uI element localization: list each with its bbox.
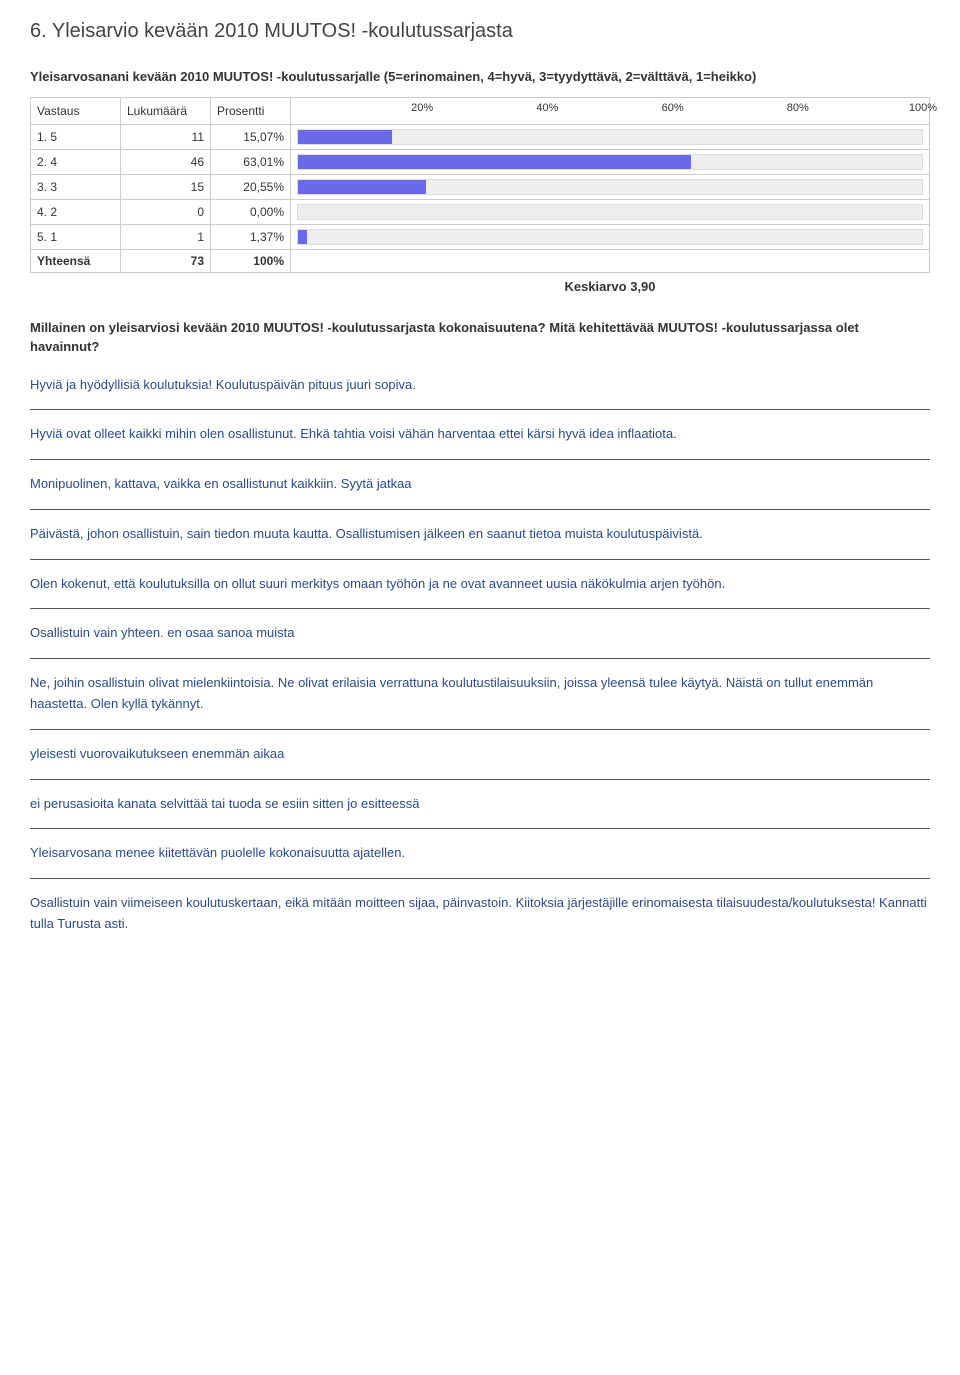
total-row: Yhteensä 73 100% — [31, 249, 930, 272]
axis-tick: 100% — [909, 102, 937, 114]
row-bar-cell — [291, 149, 930, 174]
bar-fill — [298, 155, 691, 169]
row-label: 2. 4 — [31, 149, 121, 174]
row-pct: 63,01% — [211, 149, 291, 174]
total-bar-cell — [291, 249, 930, 272]
row-pct: 0,00% — [211, 199, 291, 224]
row-label: 3. 3 — [31, 174, 121, 199]
row-count: 1 — [121, 224, 211, 249]
total-pct: 100% — [211, 249, 291, 272]
bar-fill — [298, 230, 307, 244]
axis-tick: 20% — [411, 102, 433, 114]
table-header-row: Vastaus Lukumäärä Prosentti 20% 40% 60% 80%… — [31, 97, 930, 124]
response-text: ei perusasioita kanata selvittää tai tuo… — [30, 794, 930, 830]
open-question: Millainen on yleisarviosi kevään 2010 MU… — [30, 318, 930, 357]
col-header-prosentti: Prosentti — [211, 97, 291, 124]
bar-track — [297, 229, 923, 245]
col-header-vastaus: Vastaus — [31, 97, 121, 124]
table-row: 1. 51115,07% — [31, 124, 930, 149]
row-pct: 1,37% — [211, 224, 291, 249]
row-label: 4. 2 — [31, 199, 121, 224]
axis-tick: 60% — [662, 102, 684, 114]
row-bar-cell — [291, 124, 930, 149]
response-text: yleisesti vuorovaikutukseen enemmän aika… — [30, 744, 930, 780]
table-row: 5. 111,37% — [31, 224, 930, 249]
axis-cell: 20%40%60%80%100% — [291, 97, 930, 124]
table-row: 2. 44663,01% — [31, 149, 930, 174]
response-text: Ne, joihin osallistuin olivat mielenkiin… — [30, 673, 930, 730]
total-count: 73 — [121, 249, 211, 272]
row-count: 15 — [121, 174, 211, 199]
row-bar-cell — [291, 174, 930, 199]
row-pct: 15,07% — [211, 124, 291, 149]
bar-track — [297, 129, 923, 145]
bar-track — [297, 154, 923, 170]
response-text: Olen kokenut, että koulutuksilla on ollu… — [30, 574, 930, 610]
row-count: 11 — [121, 124, 211, 149]
row-pct: 20,55% — [211, 174, 291, 199]
bar-track — [297, 204, 923, 220]
average-label: Keskiarvo 3,90 — [290, 279, 930, 294]
page-title: 6. Yleisarvio kevään 2010 MUUTOS! -koulu… — [30, 20, 930, 43]
bar-track — [297, 179, 923, 195]
response-text: Päivästä, johon osallistuin, sain tiedon… — [30, 524, 930, 560]
response-text: Monipuolinen, kattava, vaikka en osallis… — [30, 474, 930, 510]
axis-tick: 80% — [787, 102, 809, 114]
bar-fill — [298, 130, 392, 144]
row-count: 0 — [121, 199, 211, 224]
axis-tick: 40% — [536, 102, 558, 114]
response-text: Osallistuin vain viimeiseen koulutuskert… — [30, 893, 930, 949]
row-label: 1. 5 — [31, 124, 121, 149]
chart-subtitle: Yleisarvosanani kevään 2010 MUUTOS! -kou… — [30, 67, 930, 87]
results-table: Vastaus Lukumäärä Prosentti 20% 40% 60% 80%… — [30, 97, 930, 273]
row-bar-cell — [291, 224, 930, 249]
response-text: Hyviä ja hyödyllisiä koulutuksia! Koulut… — [30, 375, 930, 411]
row-bar-cell — [291, 199, 930, 224]
total-label: Yhteensä — [31, 249, 121, 272]
table-row: 3. 31520,55% — [31, 174, 930, 199]
table-row: 4. 200,00% — [31, 199, 930, 224]
row-count: 46 — [121, 149, 211, 174]
response-text: Yleisarvosana menee kiitettävän puolelle… — [30, 843, 930, 879]
bar-fill — [298, 180, 426, 194]
col-header-lukumaara: Lukumäärä — [121, 97, 211, 124]
row-label: 5. 1 — [31, 224, 121, 249]
response-text: Osallistuin vain yhteen. en osaa sanoa m… — [30, 623, 930, 659]
response-text: Hyviä ovat olleet kaikki mihin olen osal… — [30, 424, 930, 460]
